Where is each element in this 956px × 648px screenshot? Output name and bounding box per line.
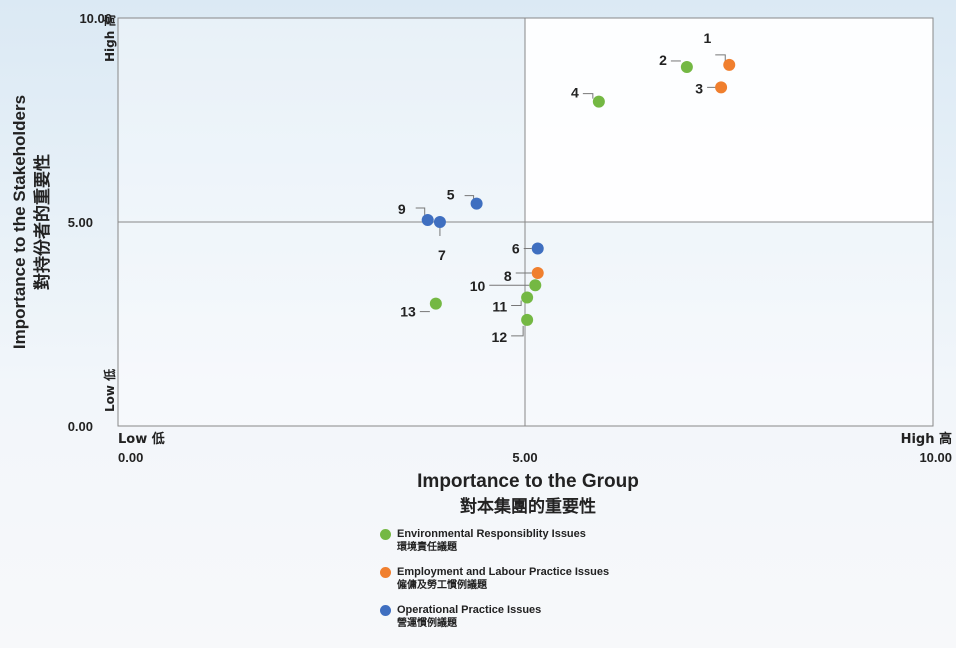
x-axis-title: Importance to the Group bbox=[417, 471, 639, 492]
point-label-9: 9 bbox=[398, 201, 406, 217]
data-point-9 bbox=[421, 213, 434, 226]
leader-line-12 bbox=[511, 325, 524, 337]
y-tick-max: 10.00 bbox=[79, 11, 112, 26]
legend-item-operational: Operational Practice Issues 營運慣例議題 bbox=[380, 603, 609, 631]
y-high-label: High 高 bbox=[102, 15, 117, 62]
data-point-4 bbox=[592, 95, 605, 108]
data-point-2 bbox=[680, 60, 693, 73]
legend-label-environmental-zh: 環境責任議題 bbox=[397, 542, 457, 553]
legend-label-employment-zh: 僱傭及勞工慣例議題 bbox=[397, 580, 487, 591]
y-axis-title: Importance to the Stakeholders bbox=[10, 95, 29, 349]
x-tick-max: 10.00 bbox=[919, 450, 952, 465]
legend-label-environmental: Environmental Responsiblity Issues bbox=[397, 528, 586, 540]
leader-line-4 bbox=[582, 93, 594, 99]
legend-item-employment: Employment and Labour Practice Issues 僱傭… bbox=[380, 565, 609, 593]
point-label-7: 7 bbox=[438, 247, 446, 263]
y-tick-mid: 5.00 bbox=[68, 215, 93, 230]
point-label-11: 11 bbox=[492, 298, 507, 314]
point-label-8: 8 bbox=[504, 268, 512, 284]
data-point-6 bbox=[531, 242, 544, 255]
high-priority-quadrant bbox=[524, 17, 934, 223]
legend-dot-environmental bbox=[380, 529, 391, 540]
legend-label-operational-zh: 營運慣例議題 bbox=[397, 618, 457, 629]
point-label-4: 4 bbox=[571, 85, 579, 101]
y-axis-title-zh: 對持份者的重要性 bbox=[32, 154, 53, 290]
leader-line-9 bbox=[415, 207, 426, 215]
point-label-6: 6 bbox=[512, 241, 520, 257]
legend: Environmental Responsiblity Issues 環境責任議… bbox=[380, 527, 609, 641]
y-low-label: Low 低 bbox=[102, 369, 117, 412]
point-label-3: 3 bbox=[695, 80, 703, 96]
leader-line-11 bbox=[511, 300, 522, 306]
point-label-12: 12 bbox=[492, 329, 508, 345]
data-point-5 bbox=[470, 197, 483, 210]
point-label-5: 5 bbox=[447, 187, 455, 203]
data-point-13 bbox=[429, 297, 442, 310]
data-point-12 bbox=[521, 313, 534, 326]
data-point-10 bbox=[529, 279, 542, 292]
point-label-10: 10 bbox=[470, 278, 486, 294]
x-high-label: High 高 bbox=[901, 431, 952, 447]
legend-item-environmental: Environmental Responsiblity Issues 環境責任議… bbox=[380, 527, 609, 555]
data-point-7 bbox=[433, 216, 446, 228]
point-label-1: 1 bbox=[703, 30, 711, 46]
x-tick-mid: 5.00 bbox=[512, 450, 537, 465]
y-tick-min: 0.00 bbox=[68, 419, 93, 434]
point-label-2: 2 bbox=[659, 52, 667, 68]
x-tick-min: 0.00 bbox=[118, 450, 143, 465]
x-low-label: Low 低 bbox=[118, 431, 165, 447]
data-point-3 bbox=[715, 81, 728, 94]
point-label-13: 13 bbox=[400, 304, 416, 320]
legend-dot-employment bbox=[380, 567, 391, 578]
legend-label-operational: Operational Practice Issues bbox=[397, 604, 542, 616]
data-point-8 bbox=[531, 267, 544, 279]
legend-dot-operational bbox=[380, 605, 391, 616]
data-point-11 bbox=[521, 291, 534, 304]
leader-line-5 bbox=[464, 195, 475, 200]
data-point-1 bbox=[723, 58, 736, 71]
x-axis-title-zh: 對本集團的重要性 bbox=[460, 496, 596, 517]
leader-line-1 bbox=[715, 54, 726, 62]
legend-label-employment: Employment and Labour Practice Issues bbox=[397, 566, 610, 578]
